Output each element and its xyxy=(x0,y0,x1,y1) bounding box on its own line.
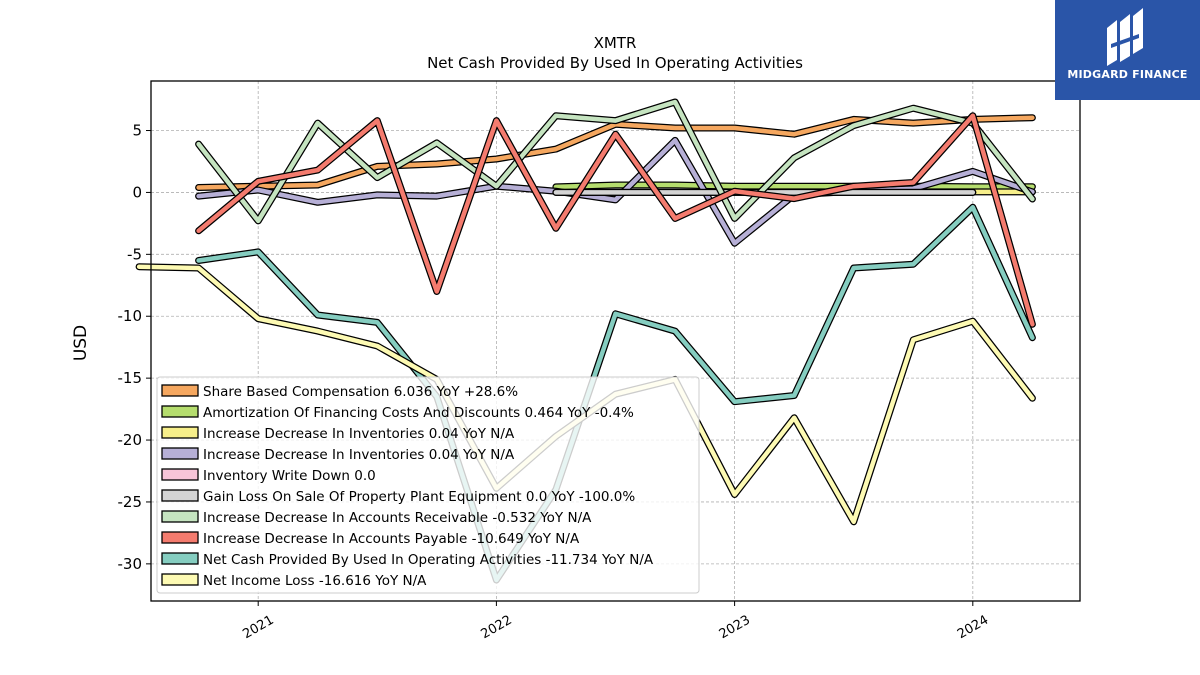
legend-label: Increase Decrease In Inventories 0.04 Yo… xyxy=(203,426,515,442)
series-stroke xyxy=(196,115,1035,190)
y-tick-label: -5 xyxy=(127,245,142,263)
legend: Share Based Compensation 6.036 YoY +28.6… xyxy=(156,376,700,594)
legend-label: Increase Decrease In Accounts Receivable… xyxy=(203,510,592,526)
legend-swatch xyxy=(161,510,199,523)
legend-label: Share Based Compensation 6.036 YoY +28.6… xyxy=(203,384,518,400)
chart-subtitle: Net Cash Provided By Used In Operating A… xyxy=(427,54,803,72)
legend-swatch xyxy=(161,405,199,418)
midgard-logo-icon xyxy=(1107,8,1143,66)
legend-label: Net Income Loss -16.616 YoY N/A xyxy=(203,573,427,589)
y-tick-label: -25 xyxy=(118,493,143,511)
x-tick-label: 2023 xyxy=(717,613,753,643)
legend-swatch xyxy=(161,468,199,481)
x-ticks: 2021 2022 2023 2024 xyxy=(240,601,991,642)
y-tick-label: -15 xyxy=(118,369,143,387)
series-line xyxy=(195,114,1036,191)
series-line xyxy=(195,98,1036,225)
legend-label: Inventory Write Down 0.0 xyxy=(203,468,376,484)
series-lines xyxy=(135,98,1036,584)
y-axis-label: USD xyxy=(71,325,91,361)
brand-logo: MIDGARD FINANCE xyxy=(1055,0,1200,100)
legend-swatch xyxy=(161,426,199,439)
legend-box xyxy=(156,376,700,594)
legend-swatch xyxy=(161,384,199,397)
legend-label: Increase Decrease In Accounts Payable -1… xyxy=(203,531,580,547)
y-tick-label: -20 xyxy=(118,431,143,449)
legend-swatch xyxy=(161,573,199,586)
legend-swatch xyxy=(161,531,199,544)
brand-name: MIDGARD FINANCE xyxy=(1067,68,1188,81)
series-stroke xyxy=(196,99,1035,224)
legend-label: Net Cash Provided By Used In Operating A… xyxy=(203,552,654,568)
chart-title-group: XMTR Net Cash Provided By Used In Operat… xyxy=(427,34,803,72)
x-tick-label: 2024 xyxy=(955,613,991,643)
y-tick-label: -10 xyxy=(118,307,143,325)
series-outline xyxy=(195,112,1036,328)
y-ticks: 5 0 -5 -10 -15 -20 -25 -30 xyxy=(118,122,151,573)
legend-label: Gain Loss On Sale Of Property Plant Equi… xyxy=(203,489,635,505)
legend-label: Amortization Of Financing Costs And Disc… xyxy=(203,405,634,421)
series-stroke xyxy=(196,205,1035,583)
chart-title: XMTR xyxy=(594,34,637,52)
grid-lines xyxy=(151,81,1080,601)
series-stroke xyxy=(196,113,1035,327)
x-tick-label: 2021 xyxy=(240,613,276,643)
x-tick-label: 2022 xyxy=(479,613,515,643)
legend-swatch xyxy=(161,489,199,502)
series-line xyxy=(195,112,1036,328)
y-tick-label: -30 xyxy=(118,555,143,573)
y-tick-label: 5 xyxy=(132,122,142,140)
legend-swatch xyxy=(161,447,199,460)
legend-swatch xyxy=(161,552,199,565)
plot-frame xyxy=(150,80,1081,602)
legend-label: Increase Decrease In Inventories 0.04 Yo… xyxy=(203,447,515,463)
series-line xyxy=(195,203,1036,584)
y-tick-label: 0 xyxy=(132,183,142,201)
